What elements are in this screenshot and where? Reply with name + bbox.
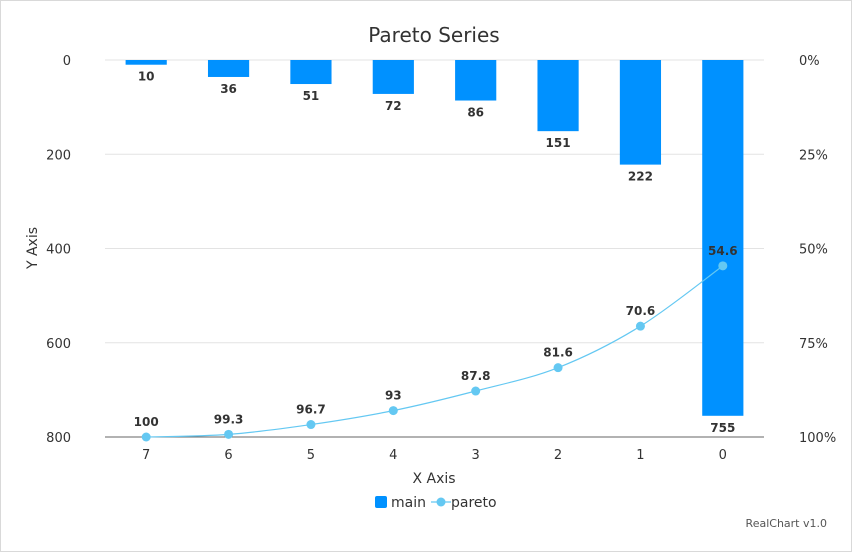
pareto-value-label: 81.6 (543, 346, 573, 360)
pareto-value-label: 93 (385, 389, 402, 403)
x-tick-label: 3 (472, 448, 480, 463)
pareto-value-label: 87.8 (461, 369, 491, 383)
bar (455, 60, 497, 101)
bar-value-label: 151 (546, 136, 571, 150)
x-tick-label: 6 (224, 448, 232, 463)
bar-value-label: 86 (467, 106, 484, 120)
y2-tick-label: 50% (799, 243, 828, 258)
bar (619, 60, 662, 165)
y2-tick-label: 75% (799, 337, 828, 352)
x-tick-label: 0 (719, 448, 727, 463)
x-tick-label: 1 (636, 448, 644, 463)
y2-tick-label: 25% (799, 148, 828, 163)
pareto-point (388, 406, 398, 416)
pareto-point (718, 261, 728, 271)
chart-credit: RealChart v1.0 (746, 517, 827, 530)
bar-value-label: 36 (220, 82, 237, 96)
bar-value-label: 222 (628, 170, 653, 184)
x-axis-title: X Axis (412, 471, 455, 487)
legend: main pareto (375, 495, 497, 511)
pareto-value-label: 100 (134, 415, 159, 429)
x-tick-label: 2 (554, 448, 562, 463)
y-axis-title: Y Axis (25, 227, 41, 270)
pareto-point (471, 386, 481, 396)
legend-label-pareto: pareto (451, 495, 497, 511)
bar-value-label: 755 (710, 421, 735, 435)
bar (290, 60, 332, 85)
legend-swatch-main (375, 496, 387, 508)
bar-value-label: 72 (385, 99, 402, 113)
x-axis-ticks: 7 6 5 4 3 2 1 0 (142, 448, 727, 463)
data-labels: 10 36 51 72 86 151 222 755 100 99.3 96.7 93 87.8 81.6… (134, 70, 738, 435)
line-series-pareto (141, 261, 728, 442)
x-tick-label: 7 (142, 448, 150, 463)
legend-marker-pareto (436, 497, 446, 507)
y2-tick-label: 0% (799, 54, 820, 69)
bar (207, 60, 250, 77)
pareto-point (553, 363, 563, 373)
y2-tick-label: 100% (799, 431, 836, 446)
pareto-value-label: 54.6 (708, 244, 738, 258)
y-tick-label: 600 (46, 337, 71, 352)
y-tick-label: 800 (46, 431, 71, 446)
bar (537, 60, 579, 132)
pareto-point (141, 432, 151, 442)
y-axis-ticks: 0 200 400 600 800 (46, 54, 71, 446)
bar-value-label: 51 (303, 89, 320, 103)
bar (372, 60, 414, 94)
y2-axis-ticks: 0% 25% 50% 75% 100% (799, 54, 836, 446)
pareto-value-label: 96.7 (296, 403, 326, 417)
gridlines (105, 59, 764, 438)
bar-series-main (125, 60, 744, 416)
bar (125, 60, 167, 65)
y-tick-label: 200 (46, 148, 71, 163)
bar-value-label: 10 (138, 70, 155, 84)
pareto-point (306, 420, 316, 430)
pareto-point (635, 321, 645, 331)
pareto-value-label: 70.6 (626, 304, 656, 318)
pareto-line (146, 265, 724, 438)
bar (702, 60, 744, 416)
y-tick-label: 0 (63, 54, 71, 69)
chart-title: Pareto Series (368, 23, 499, 47)
pareto-point (224, 429, 234, 439)
x-tick-label: 5 (307, 448, 315, 463)
y-tick-label: 400 (46, 243, 71, 258)
x-tick-label: 4 (389, 448, 397, 463)
pareto-value-label: 99.3 (214, 412, 244, 426)
legend-label-main: main (391, 495, 426, 511)
